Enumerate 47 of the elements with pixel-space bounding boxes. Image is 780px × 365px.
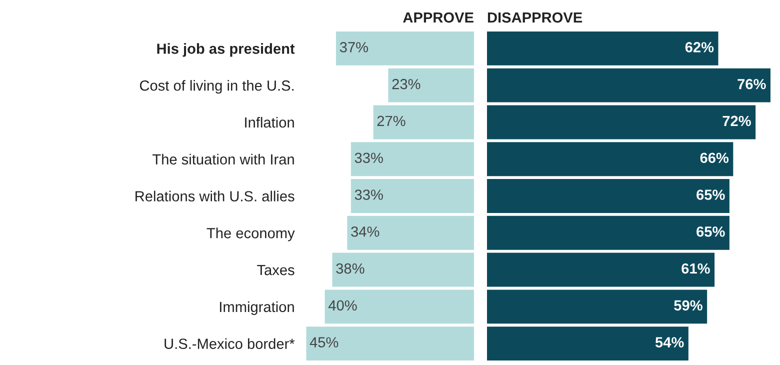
bar	[487, 326, 688, 361]
bar	[350, 142, 474, 176]
data-label: 66%	[700, 152, 729, 164]
data-label: 45%	[310, 337, 338, 348]
y-tick-label: The economy	[206, 228, 295, 242]
bar	[332, 252, 474, 287]
data-label: 59%	[674, 300, 702, 311]
data-label: 37%	[340, 42, 368, 52]
bar	[373, 105, 474, 140]
y-tick-label: U.S.-Mexico border*	[164, 338, 295, 349]
data-label: 33%	[354, 190, 383, 200]
bar	[487, 142, 734, 176]
bar	[487, 252, 715, 287]
bar	[487, 68, 770, 102]
chart-title: DISAPPROVE	[488, 12, 582, 23]
bar	[487, 105, 756, 140]
bar	[487, 179, 730, 213]
data-label: 38%	[336, 263, 364, 274]
bar	[487, 31, 718, 66]
data-label: 65%	[696, 190, 725, 200]
data-label: 27%	[377, 116, 406, 126]
bar	[487, 216, 730, 250]
y-tick-label: Cost of living in the U.S.	[140, 80, 294, 94]
y-tick-label: Relations with U.S. allies	[136, 190, 294, 202]
y-tick-label: Taxes	[257, 265, 294, 276]
data-label: 72%	[722, 116, 751, 126]
data-label: 23%	[392, 78, 420, 90]
data-label: 40%	[328, 300, 357, 311]
bar	[350, 179, 474, 213]
data-label: 33%	[354, 152, 383, 164]
data-label: 54%	[655, 337, 684, 348]
bar	[487, 290, 708, 324]
bar	[306, 326, 474, 361]
y-tick-label: Inflation	[245, 116, 294, 128]
data-label: 61%	[682, 263, 710, 274]
y-tick-label: His job as president	[157, 43, 295, 57]
data-label: 76%	[738, 78, 766, 90]
data-label: 62%	[685, 42, 714, 52]
bar	[336, 31, 474, 66]
y-tick-label: The situation with Iran	[152, 154, 294, 165]
bar	[347, 216, 474, 250]
data-label: 34%	[351, 226, 380, 237]
data-label: 65%	[696, 226, 725, 237]
y-tick-label: Immigration	[220, 301, 294, 315]
bar	[388, 68, 474, 102]
chart-title: APPROVE	[403, 12, 474, 23]
bar	[324, 290, 474, 324]
